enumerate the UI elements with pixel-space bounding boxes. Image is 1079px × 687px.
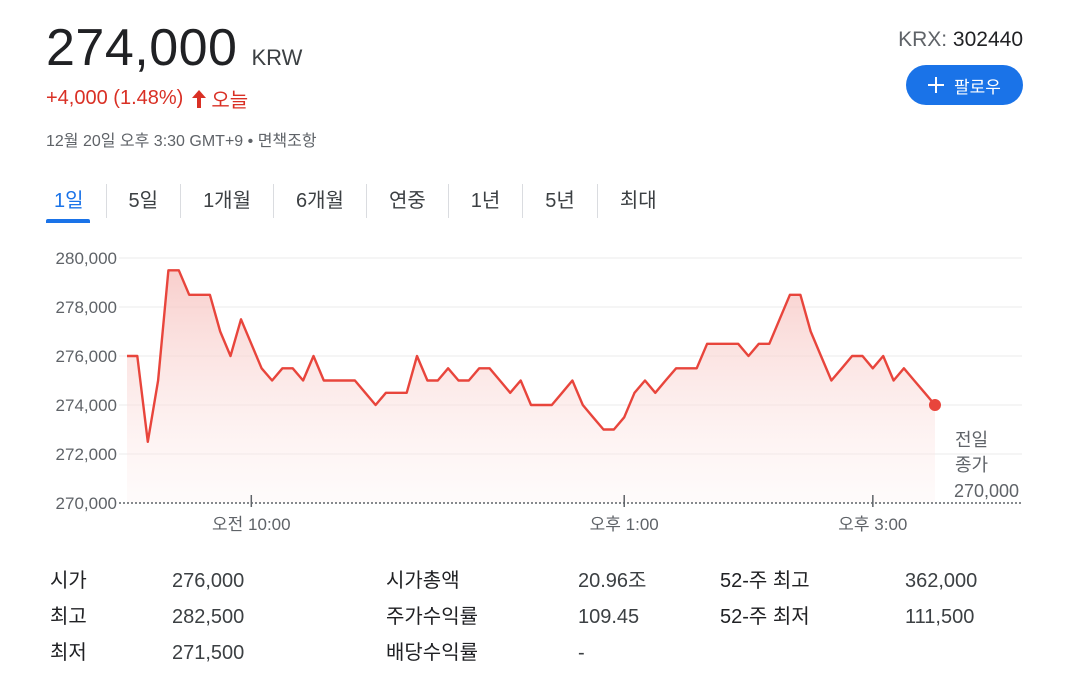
tab-separator [596,184,598,218]
quote-timestamp: 12월 20일 오후 3:30 GMT+9 [46,133,244,150]
tab-5[interactable]: 1년 [470,190,501,212]
tab-4[interactable]: 연중 [388,190,426,212]
plus-icon [928,77,945,93]
tab-separator [180,184,182,218]
follow-button-label: 팔로우 [954,77,1001,97]
tab-separator [522,184,524,218]
current-price: 274,000 [46,19,238,77]
disclaimer-link[interactable]: 면책조항 [257,133,317,150]
y-tick-label: 274,000 [56,396,117,415]
y-tick-label: 280,000 [56,249,117,268]
price-line [127,269,936,443]
stat-label: 시가총액 [386,570,460,592]
price-change-row: +4,000 (1.48%) 오늘 [46,84,317,113]
tab-3[interactable]: 6개월 [296,190,344,212]
stat-label: 주가수익률 [386,606,478,628]
range-tabs: 1일 5일 1개월 6개월 연중 1년 5년 최대 [46,183,679,223]
arrow-up-icon [192,89,207,108]
prev-close-value: 270,000 [954,481,1019,501]
y-tick-label: 270,000 [56,494,117,513]
price-block: 274,000 KRW +4,000 (1.48%) 오늘 12월 20일 오후… [46,18,317,151]
prev-close-label: 전일 [955,430,988,450]
period-label: 오늘 [211,90,249,112]
price-area-fill [127,270,935,503]
stat-value: 111,500 [905,606,975,628]
stat-label: 배당수익률 [386,642,478,664]
stat-value: 20.96조 [578,570,647,592]
price-chart[interactable]: 280,000 278,000 276,000 274,000 272,000 270,0… [0,240,1079,540]
tab-1[interactable]: 5일 [128,190,159,212]
stat-label: 52-주 최저 [720,606,810,628]
follow-button[interactable]: 팔로우 [906,65,1023,105]
quote-meta: 12월 20일 오후 3:30 GMT+9 • 면책조항 [46,127,317,151]
x-tick-label: 오전 10:00 [212,515,291,534]
current-price-dot [928,399,941,411]
stat-label: 최저 [50,642,87,664]
tab-0[interactable]: 1일 [46,183,106,223]
stat-value: 282,500 [172,606,245,628]
tab-7[interactable]: 최대 [619,190,657,212]
price-currency: KRW [251,45,303,70]
price-row: 274,000 KRW [46,18,317,78]
stat-value: 276,000 [172,570,245,592]
x-tick-label: 오후 3:00 [838,515,907,534]
stat-value: 271,500 [172,642,245,664]
tab-separator [273,184,274,218]
stat-label: 시가 [50,570,87,592]
tab-2[interactable]: 1개월 [203,190,251,212]
price-chart-svg: 280,000 278,000 276,000 274,000 272,000 270,0… [56,249,1022,534]
prev-close-label: 종가 [955,455,988,475]
tab-separator [365,184,367,218]
tab-separator [105,184,107,218]
tab-6[interactable]: 5년 [545,190,575,212]
y-tick-label: 278,000 [56,298,117,317]
exchange-name: KRX [898,28,942,51]
stat-label: 최고 [50,606,87,628]
tab-separator [447,184,449,218]
price-change: +4,000 (1.48%) [46,87,184,109]
stat-value: 362,000 [905,570,978,592]
ticker-label: KRX: 302440 [898,28,1023,52]
ticker-code: 302440 [952,28,1023,51]
y-tick-label: 276,000 [56,347,117,366]
stat-value: - [578,642,585,664]
ticker-colon: : [941,28,953,51]
x-tick-label: 오후 1:00 [590,515,659,534]
stat-label: 52-주 최고 [720,570,810,592]
stat-value: 109.45 [578,606,640,628]
meta-separator: • [247,133,258,150]
y-tick-label: 272,000 [56,445,117,464]
